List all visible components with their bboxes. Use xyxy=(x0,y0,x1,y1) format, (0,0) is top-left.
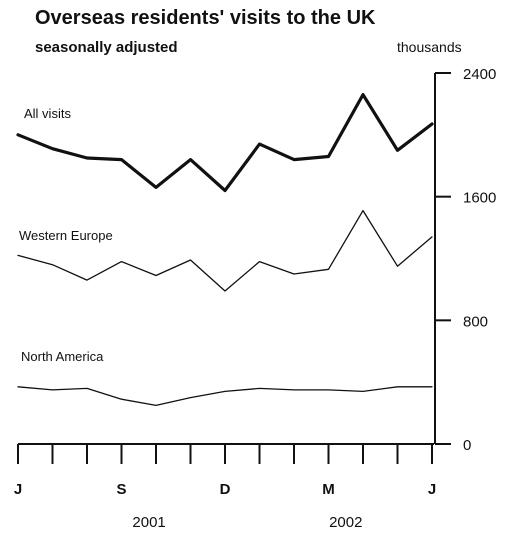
x-tick-label: J xyxy=(14,481,22,498)
y-tick-label: 1600 xyxy=(463,190,496,207)
chart-title: Overseas residents' visits to the UK xyxy=(35,7,376,29)
series-label-all-visits: All visits xyxy=(24,106,71,121)
series-line-north-america xyxy=(17,386,433,407)
series-label-western-europe: Western Europe xyxy=(19,228,113,243)
y-ticks: 2400 1600 800 0 xyxy=(435,66,496,454)
year-labels: 2001 2002 xyxy=(132,514,362,531)
series-line-all-visits xyxy=(16,92,434,193)
year-label: 2001 xyxy=(132,514,165,531)
y-axis-unit-label: thousands xyxy=(397,39,462,55)
year-label: 2002 xyxy=(329,514,362,531)
y-tick-label: 2400 xyxy=(463,66,496,83)
series-labels: All visits Western Europe North America xyxy=(19,106,113,364)
x-tick-label: M xyxy=(322,481,335,498)
series-label-north-america: North America xyxy=(21,349,104,364)
x-tick-label: S xyxy=(116,481,126,498)
y-tick-label: 0 xyxy=(463,437,471,454)
series-layer xyxy=(16,92,434,407)
y-tick-label: 800 xyxy=(463,313,488,330)
chart-subtitle: seasonally adjusted xyxy=(35,39,178,56)
x-ticks xyxy=(17,444,433,464)
series-line-western-europe xyxy=(17,209,433,292)
x-tick-label: J xyxy=(428,481,436,498)
x-tick-label: D xyxy=(220,481,231,498)
